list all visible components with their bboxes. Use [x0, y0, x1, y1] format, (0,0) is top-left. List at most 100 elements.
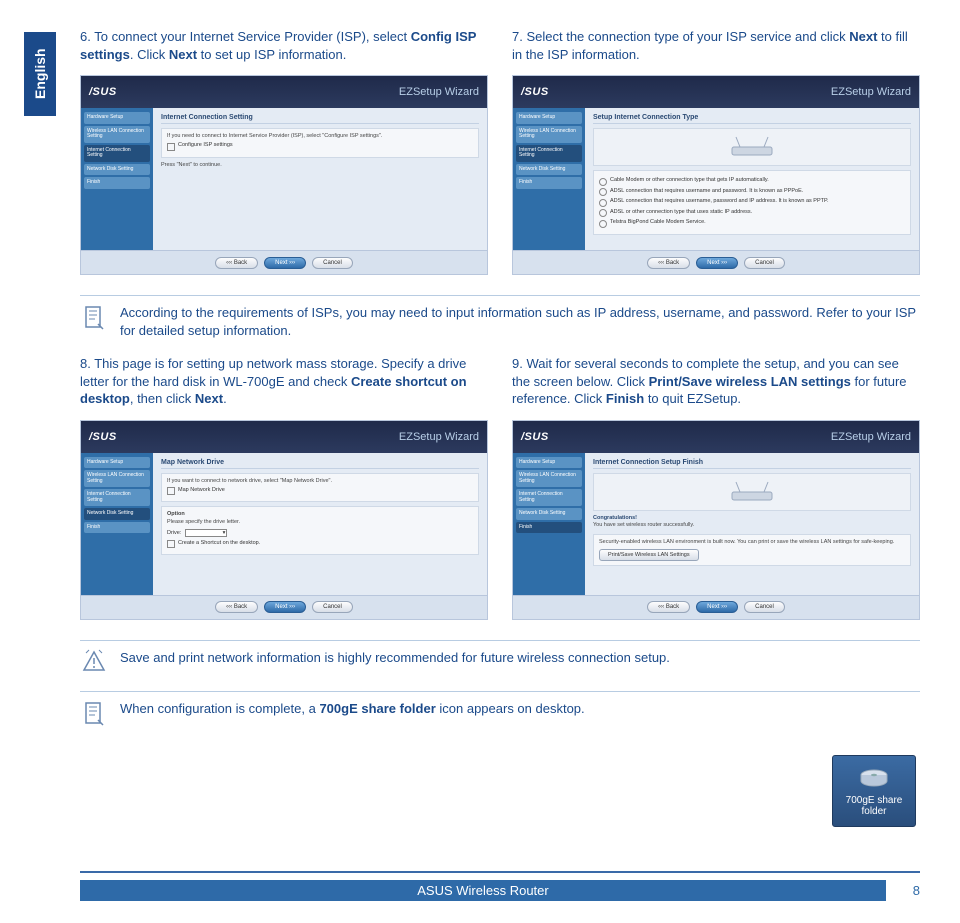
step-7-text: Select the connection type of your ISP s… [512, 29, 908, 62]
conn-option[interactable]: Telstra BigPond Cable Modem Service. [599, 219, 905, 228]
drive-select[interactable]: ▾ [185, 529, 227, 537]
sidebar-item[interactable]: Wireless LAN Connection Setting [516, 470, 582, 487]
sidebar-item[interactable]: Network Disk Setting [84, 164, 150, 176]
wizard-screenshot-6: /SUS EZSetup Wizard Hardware Setup Wirel… [80, 75, 488, 275]
brand-logo: /SUS [521, 86, 549, 98]
wizard-header: /SUS EZSetup Wizard [81, 76, 487, 108]
sidebar-item[interactable]: Network Disk Setting [84, 508, 150, 520]
next-button[interactable]: Next ››› [696, 601, 738, 613]
panel-desc-text: If you need to connect to Internet Servi… [167, 133, 473, 140]
step-6-num: 6. [80, 29, 91, 44]
wizard-sidebar: Hardware Setup Wireless LAN Connection S… [513, 453, 585, 595]
wizard-main: Map Network Drive If you want to connect… [153, 453, 487, 595]
step-8: 8. This page is for setting up network m… [80, 355, 488, 408]
step-8-post: . [223, 391, 227, 406]
note3-pre: When configuration is complete, a [120, 701, 319, 716]
print-save-button[interactable]: Print/Save Wireless LAN Settings [599, 549, 699, 561]
panel-desc: If you need to connect to Internet Servi… [161, 128, 479, 158]
congrats-text: Congratulations! [593, 515, 911, 522]
step-9-b2: Finish [606, 391, 644, 406]
shortcut-checkbox[interactable]: Create a Shortcut on the desktop. [167, 540, 473, 549]
next-button[interactable]: Next ››› [264, 257, 306, 269]
conn-option[interactable]: Cable Modem or other connection type tha… [599, 177, 905, 186]
wizard-sidebar: Hardware Setup Wireless LAN Connection S… [513, 108, 585, 250]
step-9: 9. Wait for several seconds to complete … [512, 355, 920, 408]
wizard-footer: ‹‹‹ Back Next ››› Cancel [513, 595, 919, 619]
steps-row-1: 6. To connect your Internet Service Prov… [80, 28, 920, 63]
sidebar-item[interactable]: Internet Connection Setting [516, 145, 582, 162]
step-8-b2: Next [195, 391, 223, 406]
sidebar-item[interactable]: Hardware Setup [84, 112, 150, 124]
note3-bold: 700gE share folder [319, 701, 435, 716]
step-6-b2: Next [169, 47, 197, 62]
note-text: According to the requirements of ISPs, y… [120, 304, 920, 339]
step-6-mid: . Click [130, 47, 169, 62]
share-icon-label: 700gE share folder [837, 795, 911, 817]
checkbox-label: Map Network Drive [178, 487, 225, 493]
sidebar-item[interactable]: Wireless LAN Connection Setting [84, 126, 150, 143]
cancel-button[interactable]: Cancel [744, 257, 785, 269]
back-button[interactable]: ‹‹‹ Back [647, 601, 690, 613]
sidebar-item[interactable]: Internet Connection Setting [516, 489, 582, 506]
note-text: Save and print network information is hi… [120, 649, 670, 667]
page-content: 6. To connect your Internet Service Prov… [80, 28, 920, 742]
step-8-text: This page is for setting up network mass… [80, 356, 467, 406]
wizard-footer: ‹‹‹ Back Next ››› Cancel [81, 595, 487, 619]
cancel-button[interactable]: Cancel [312, 601, 353, 613]
disk-icon [857, 765, 891, 793]
conn-option[interactable]: ADSL connection that requires username a… [599, 188, 905, 197]
sidebar-item[interactable]: Hardware Setup [516, 457, 582, 469]
wizard-header: /SUS EZSetup Wizard [81, 421, 487, 453]
note3-post: icon appears on desktop. [436, 701, 585, 716]
cancel-button[interactable]: Cancel [312, 257, 353, 269]
wizard-footer: ‹‹‹ Back Next ››› Cancel [513, 250, 919, 274]
sidebar-item[interactable]: Finish [516, 177, 582, 189]
next-button[interactable]: Next ››› [696, 257, 738, 269]
note-text: When configuration is complete, a 700gE … [120, 700, 585, 718]
step-6-post: to set up ISP information. [197, 47, 346, 62]
sidebar-item[interactable]: Network Disk Setting [516, 164, 582, 176]
back-button[interactable]: ‹‹‹ Back [647, 257, 690, 269]
configure-isp-checkbox[interactable]: Configure ISP settings [167, 142, 473, 151]
note-isp-info: According to the requirements of ISPs, y… [80, 295, 920, 355]
step-8-num: 8. [80, 356, 91, 371]
sidebar-item[interactable]: Hardware Setup [516, 112, 582, 124]
finish-desc: Security-enabled wireless LAN environmen… [599, 539, 905, 546]
wizard-header: /SUS EZSetup Wizard [513, 76, 919, 108]
back-button[interactable]: ‹‹‹ Back [215, 601, 258, 613]
share-folder-desktop-icon[interactable]: 700gE share folder [832, 755, 916, 827]
sidebar-item[interactable]: Finish [84, 522, 150, 534]
sidebar-item[interactable]: Internet Connection Setting [84, 145, 150, 162]
opt-label: Telstra BigPond Cable Modem Service. [610, 219, 706, 225]
steps-row-2: 8. This page is for setting up network m… [80, 355, 920, 408]
sidebar-item[interactable]: Internet Connection Setting [84, 489, 150, 506]
sidebar-item[interactable]: Finish [84, 177, 150, 189]
step-7: 7. Select the connection type of your IS… [512, 28, 920, 63]
wizard-title: EZSetup Wizard [399, 431, 479, 443]
sidebar-item[interactable]: Finish [516, 522, 582, 534]
brand-logo: /SUS [89, 86, 117, 98]
sidebar-item[interactable]: Hardware Setup [84, 457, 150, 469]
option-desc: Please specify the drive letter. [167, 519, 473, 526]
cancel-button[interactable]: Cancel [744, 601, 785, 613]
step-6: 6. To connect your Internet Service Prov… [80, 28, 488, 63]
conn-option[interactable]: ADSL or other connection type that uses … [599, 209, 905, 218]
step-9-num: 9. [512, 356, 523, 371]
sidebar-item[interactable]: Wireless LAN Connection Setting [516, 126, 582, 143]
wizard-screenshot-8: /SUS EZSetup Wizard Hardware Setup Wirel… [80, 420, 488, 620]
sidebar-item[interactable]: Wireless LAN Connection Setting [84, 470, 150, 487]
wizard-sidebar: Hardware Setup Wireless LAN Connection S… [81, 108, 153, 250]
sidebar-item[interactable]: Network Disk Setting [516, 508, 582, 520]
note-save-print: Save and print network information is hi… [80, 640, 920, 691]
map-drive-checkbox[interactable]: Map Network Drive [167, 487, 473, 496]
footer-title: ASUS Wireless Router [80, 880, 886, 901]
brand-logo: /SUS [521, 431, 549, 443]
step-7-pre: Select the connection type of your ISP s… [526, 29, 849, 44]
back-button[interactable]: ‹‹‹ Back [215, 257, 258, 269]
next-button[interactable]: Next ››› [264, 601, 306, 613]
panel-title: Map Network Drive [161, 459, 479, 469]
step-6-text: To connect your Internet Service Provide… [80, 29, 476, 62]
opt-label: ADSL connection that requires username, … [610, 198, 829, 204]
conn-option[interactable]: ADSL connection that requires username, … [599, 198, 905, 207]
wizard-main: Setup Internet Connection Type Cable Mod… [585, 108, 919, 250]
